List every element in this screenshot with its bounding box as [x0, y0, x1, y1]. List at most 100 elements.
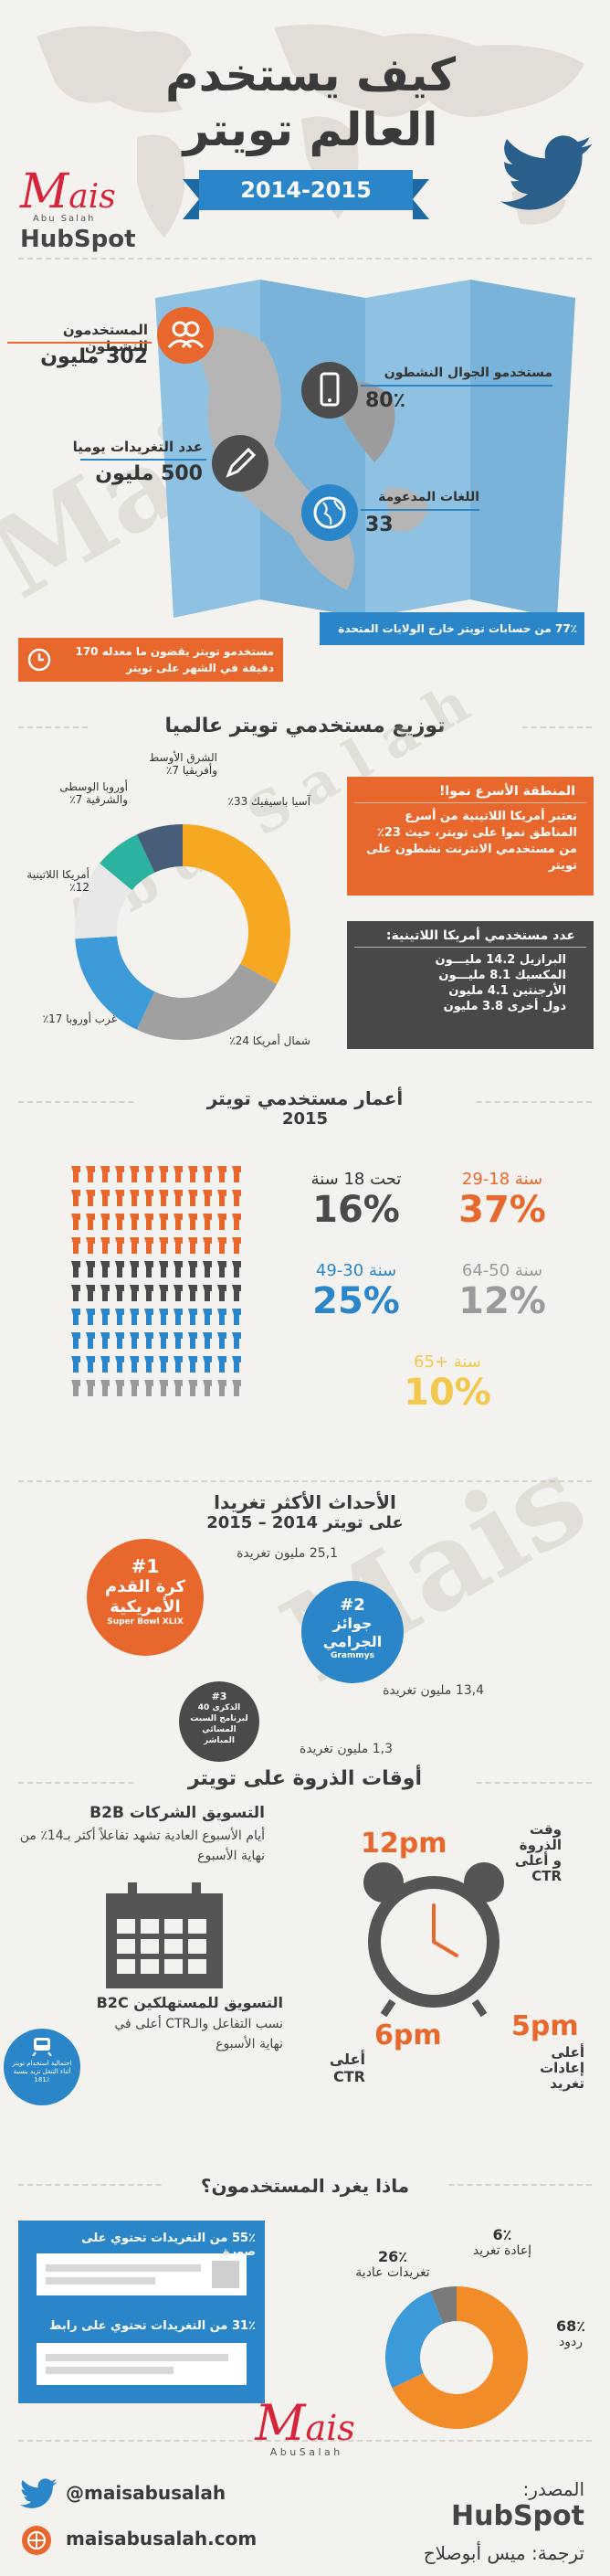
tweet-card-link: [37, 2343, 247, 2385]
ages-section: أعمار مستخدمي تويتر 2015 تحت 18 سنة 16% …: [0, 1087, 610, 1471]
event-3-count: 1,3 مليون تغريدة: [300, 1742, 393, 1756]
distribution-title-text: توزيع مستخدمي تويتر عالميا: [164, 715, 446, 737]
retweet-stat: 6٪ إعادة تغريد: [457, 2226, 548, 2258]
header: كيف يستخدم العالم تويتر 2014-2015 Mais A…: [0, 0, 610, 274]
ages-title-line-2: 2015: [281, 1109, 329, 1129]
age-50-64-value: 12%: [458, 1280, 546, 1322]
label-central-eastern-europe: أوروبا الوسطى والشرقية 7٪: [59, 780, 128, 806]
person-icon: [86, 1190, 95, 1206]
tweet-card-photo-line-2: [46, 2277, 155, 2284]
train-icon: [32, 2038, 52, 2057]
person-icon: [86, 1166, 95, 1182]
mais-logo: Mais Abu Salah: [20, 164, 116, 224]
age-under-18-label: تحت 18 سنة: [310, 1170, 402, 1189]
footer-mais-logo-text: ais: [305, 2408, 355, 2448]
active-users-value: 302 مليون: [40, 345, 148, 368]
event-2-count: 13,4 مليون تغريدة: [383, 1683, 484, 1698]
latam-line-1: البرازيل 14.2 مليـــون: [435, 953, 566, 967]
twitter-handle-link[interactable]: @maisabusalah: [66, 2482, 226, 2504]
label-north-america: شمال أمريكا 24٪: [229, 1034, 310, 1047]
people-grid: [71, 1166, 254, 1404]
events-section: Mais الأحداث الأكثر تغريدا على تويتر 201…: [0, 1428, 610, 1764]
website-link[interactable]: maisabusalah.com: [66, 2528, 258, 2549]
person-icon: [174, 1166, 183, 1182]
person-icon: [115, 1356, 124, 1373]
events-title-line-1: الأحداث الأكثر تغريدا: [214, 1491, 396, 1513]
person-icon: [203, 1190, 212, 1206]
person-icon: [71, 1214, 80, 1230]
person-icon: [217, 1261, 226, 1277]
time-6pm: 6pm: [374, 2019, 442, 2051]
person-icon: [217, 1285, 226, 1301]
person-icon: [115, 1380, 124, 1396]
link-stat: 31٪ من التغريدات تحتوي على رابط: [48, 2319, 256, 2333]
person-icon: [232, 1261, 241, 1277]
age-30-49-value: 25%: [312, 1280, 400, 1322]
slice-north-america: [136, 963, 278, 1040]
person-icon: [203, 1261, 212, 1277]
event-3-rank: #3: [211, 1691, 227, 1702]
person-icon: [86, 1214, 95, 1230]
person-icon: [71, 1190, 80, 1206]
person-icon: [188, 1285, 197, 1301]
source-hubspot: HubSpot: [451, 2500, 584, 2532]
stats-section: Mais المستخدمون النشطون 302 مليون مستخدم…: [0, 274, 610, 704]
active-users-underline: [7, 342, 152, 344]
slice-replies: [392, 2286, 528, 2429]
globe-icon: [301, 484, 358, 541]
age-30-49: 49-30 سنة 25%: [301, 1261, 411, 1322]
person-icon: [144, 1309, 153, 1325]
person-icon: [100, 1214, 110, 1230]
divider-6: [18, 2440, 592, 2442]
translation-credit: ترجمة: ميس أبوصلاح: [423, 2542, 584, 2564]
person-icon: [232, 1214, 241, 1230]
regular-stat: 26٪ تغريدات عادية: [347, 2248, 438, 2280]
mais-logo-text: ais: [68, 178, 116, 216]
tweets-label: عدد التغريدات يوميا: [72, 439, 203, 455]
person-icon: [144, 1190, 153, 1206]
person-icon: [203, 1309, 212, 1325]
person-icon: [188, 1380, 197, 1396]
person-icon: [217, 1190, 226, 1206]
event-3-name: الذكرى 40 لبرنامج السبت المسائي المباشر: [190, 1703, 248, 1745]
person-icon: [100, 1380, 110, 1396]
replies-pct: 68٪: [555, 2317, 586, 2335]
time-12pm-label: وقت الذروة و أعلى CTR: [514, 1821, 562, 1884]
person-icon: [174, 1332, 183, 1349]
peak-title-text: أوقات الذروة على تويتر: [187, 1767, 423, 1790]
person-icon: [159, 1332, 168, 1349]
person-icon: [86, 1237, 95, 1254]
footer: Mais A b u S a l a h @maisabusalah maisa…: [0, 2394, 610, 2576]
pen-icon: [212, 435, 268, 492]
person-icon: [232, 1237, 241, 1254]
label-asia-pacific: آسيا باسيفيك 33٪: [227, 795, 310, 808]
footer-mais-logo: Mais A b u S a l a h: [214, 2394, 396, 2458]
person-icon: [232, 1285, 241, 1301]
person-icon: [203, 1332, 212, 1349]
fastest-region-text: تعتبر أمريكا اللاتينية من أسرع المناطق ن…: [366, 810, 577, 873]
events-title-line-2: على تويتر 2014 – 2015: [206, 1513, 404, 1532]
age-65-plus-label: 65+ سنة: [414, 1352, 481, 1372]
person-icon: [232, 1190, 241, 1206]
person-icon: [174, 1190, 183, 1206]
person-icon: [115, 1166, 124, 1182]
person-icon: [188, 1261, 197, 1277]
time-5pm: 5pm: [511, 2010, 579, 2042]
person-icon: [130, 1190, 139, 1206]
person-icon: [159, 1309, 168, 1325]
event-2-sub: Grammys: [331, 1651, 374, 1660]
person-icon: [188, 1332, 197, 1349]
person-icon: [203, 1285, 212, 1301]
minutes-box: مستخدمو تويتر يقضون ما معدله 170 دقيقة ف…: [18, 638, 283, 682]
person-icon: [130, 1214, 139, 1230]
person-icon: [144, 1237, 153, 1254]
person-icon: [188, 1237, 197, 1254]
person-icon: [159, 1166, 168, 1182]
slice-asia-pacific: [183, 824, 290, 984]
person-icon: [159, 1285, 168, 1301]
photo-thumb-icon: [212, 2261, 239, 2288]
person-icon: [174, 1214, 183, 1230]
divider-1: [18, 258, 592, 260]
person-icon: [71, 1261, 80, 1277]
age-18-29: 29-18 سنة 37%: [447, 1170, 557, 1231]
